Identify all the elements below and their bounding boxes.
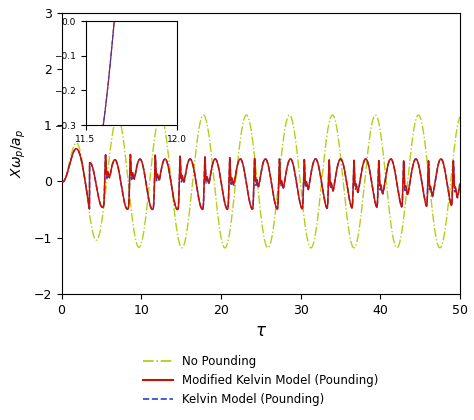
X-axis label: $\tau$: $\tau$: [255, 322, 267, 340]
Y-axis label: $X\omega_p/a_p$: $X\omega_p/a_p$: [9, 129, 28, 178]
Legend: No Pounding, Modified Kelvin Model (Pounding), Kelvin Model (Pounding): No Pounding, Modified Kelvin Model (Poun…: [138, 351, 383, 411]
